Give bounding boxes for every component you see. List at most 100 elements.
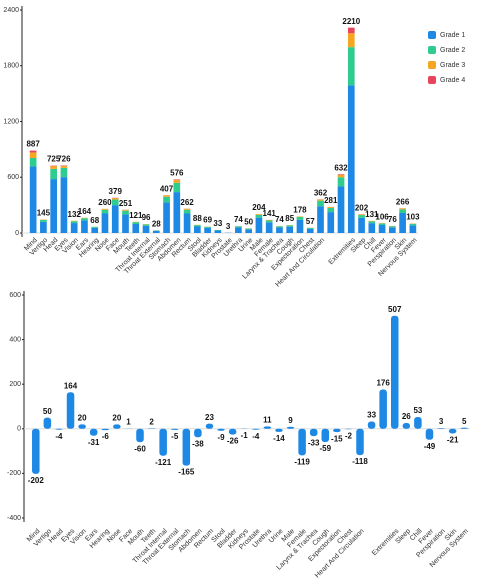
value-label: 50 <box>43 407 52 416</box>
y-tick-label: 1800 <box>3 63 19 70</box>
value-label: -38 <box>192 439 204 448</box>
bar <box>159 428 167 456</box>
total-label: 121 <box>129 211 143 220</box>
total-label: 106 <box>375 212 389 221</box>
value-label: -4 <box>252 432 260 441</box>
total-label: 202 <box>355 203 369 212</box>
total-label: 251 <box>119 199 133 208</box>
bar-segment <box>265 220 273 223</box>
value-label: -49 <box>424 442 436 451</box>
bar <box>333 428 341 433</box>
bar-segment <box>347 27 355 34</box>
value-label: 2 <box>149 417 154 426</box>
bar-segment <box>91 227 99 233</box>
y-tick-label: 0 <box>17 426 21 433</box>
total-label: 887 <box>26 140 40 149</box>
total-label: 132 <box>68 210 82 219</box>
total-label: 726 <box>57 155 71 164</box>
bar-segment <box>183 208 191 210</box>
bar-segment <box>245 228 252 230</box>
bar-segment <box>235 226 242 228</box>
value-label: -202 <box>28 476 45 485</box>
bar-segment <box>29 150 37 153</box>
bar-segment <box>317 199 324 201</box>
bar <box>32 428 40 474</box>
bar-segment <box>101 209 109 214</box>
bar-segment <box>204 227 211 233</box>
total-label: 362 <box>314 188 328 197</box>
value-label: 1 <box>126 418 131 427</box>
y-tick-label: 200 <box>9 381 21 388</box>
value-label: -118 <box>352 457 368 466</box>
bar <box>321 428 330 442</box>
bar-segment <box>409 225 417 233</box>
bar-segment <box>245 229 252 233</box>
bar-segment <box>91 226 99 228</box>
bar-segment <box>286 226 294 233</box>
value-label: -14 <box>273 434 285 443</box>
bar-segment <box>122 209 129 211</box>
value-label: 3 <box>439 417 444 426</box>
bar-segment <box>142 224 150 226</box>
bar <box>309 428 318 437</box>
bar-segment <box>296 216 304 218</box>
value-label: -5 <box>171 432 179 441</box>
bar-segment <box>358 214 365 216</box>
bar-segment <box>399 213 406 233</box>
total-label: 76 <box>388 215 397 224</box>
bar-segment <box>317 206 324 233</box>
bar <box>460 427 468 429</box>
total-label: 88 <box>193 214 202 223</box>
total-label: 3 <box>226 222 231 231</box>
bar-segment <box>255 217 263 233</box>
bar-segment <box>306 227 314 229</box>
bar-segment <box>358 217 365 233</box>
bar-segment <box>29 158 37 167</box>
bar-segment <box>40 221 47 233</box>
y-tick-label: 600 <box>7 174 19 181</box>
total-label: 632 <box>334 163 348 172</box>
bar-segment <box>111 199 119 206</box>
total-label: 407 <box>160 184 174 193</box>
bar <box>194 428 202 438</box>
bar-segment <box>327 207 335 213</box>
value-label: -165 <box>178 468 195 477</box>
bar <box>367 421 376 429</box>
bar-segment <box>399 208 406 210</box>
total-label: 725 <box>47 155 61 164</box>
bar-segment <box>378 223 386 226</box>
y-tick-label: -400 <box>7 515 21 522</box>
bar-segment <box>163 195 170 197</box>
bar <box>78 424 86 429</box>
bar <box>217 428 225 431</box>
bar-segment <box>255 214 263 218</box>
bar-segment <box>255 214 263 215</box>
bar-segment <box>50 166 57 169</box>
total-label: 262 <box>180 198 194 207</box>
bar-segment <box>163 196 170 203</box>
value-label: 23 <box>205 413 214 422</box>
bar <box>228 428 237 435</box>
bar <box>263 426 272 429</box>
bar <box>43 417 52 429</box>
value-label: -15 <box>331 434 343 443</box>
value-label: -26 <box>227 437 239 446</box>
bar-segment <box>347 85 355 233</box>
y-tick-label: 2400 <box>3 7 19 14</box>
value-label: 5 <box>462 417 467 426</box>
bar-segment <box>378 225 386 233</box>
bar <box>298 428 306 456</box>
bar-segment <box>50 168 57 180</box>
bar-segment <box>173 192 181 233</box>
value-label: -119 <box>294 457 310 466</box>
value-label: -59 <box>319 444 331 453</box>
legend-label: Grade 2 <box>440 47 465 54</box>
total-label: 50 <box>244 217 253 226</box>
bar <box>182 428 191 466</box>
y-tick-label: 0 <box>15 230 19 237</box>
value-label: 26 <box>402 412 411 421</box>
bar-segment <box>286 225 294 227</box>
legend-label: Grade 4 <box>440 77 465 84</box>
bar <box>136 428 144 443</box>
